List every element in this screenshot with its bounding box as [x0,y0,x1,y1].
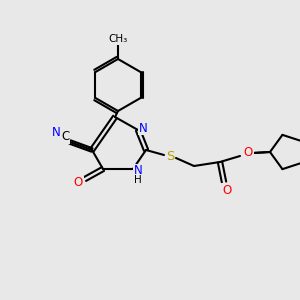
Text: H: H [134,175,142,185]
Text: N: N [134,164,142,178]
Text: N: N [52,125,60,139]
Text: O: O [222,184,232,196]
Text: S: S [166,151,174,164]
Text: CH₃: CH₃ [108,34,128,44]
Text: O: O [243,146,253,160]
Text: C: C [61,130,69,143]
Text: O: O [74,176,82,190]
Text: N: N [139,122,147,134]
